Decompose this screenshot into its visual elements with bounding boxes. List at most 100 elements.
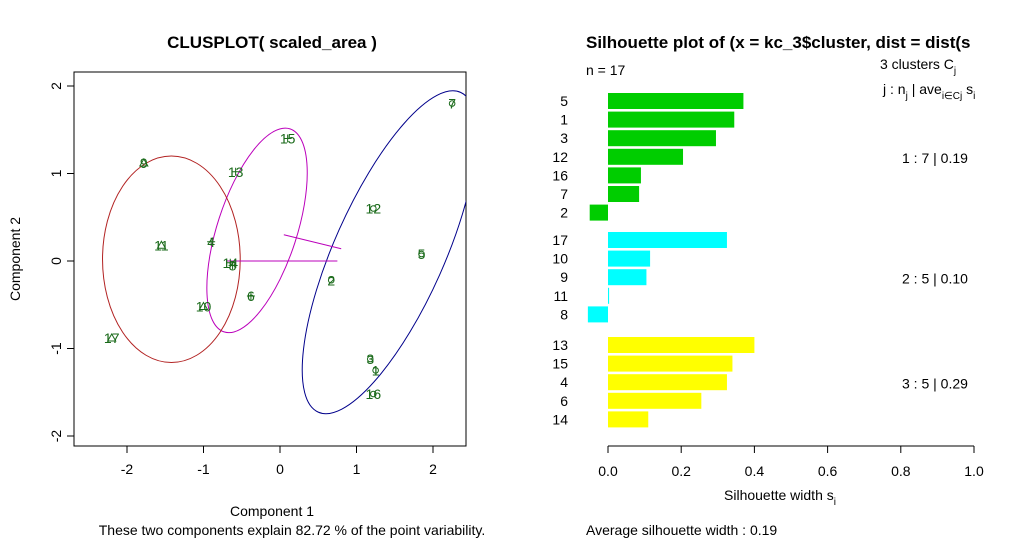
silhouette-row-label-7: 7 [560,186,568,202]
point-marker-5 [418,250,425,258]
point-label-13: 13 [228,164,244,180]
cluster-ellipse-1 [301,90,466,415]
point-label-12: 12 [366,201,382,217]
silhouette-cluster-summary-1: 1 : 7 | 0.19 [902,150,968,166]
point-marker-17 [106,332,117,342]
point-label-14: 14 [222,255,238,271]
clusplot-ytick-label-0: -2 [48,430,64,443]
silhouette-row-label-5: 5 [560,93,568,109]
silhouette-bar-14 [608,411,649,428]
point-label-17: 17 [104,330,120,346]
point-marker-1 [372,367,379,374]
silhouette-row-label-15: 15 [552,356,568,372]
point-marker-4 [207,237,216,246]
silhouette-bar-1 [608,111,735,128]
cluster-ellipse-2 [206,127,308,334]
silhouette-row-label-6: 6 [560,393,568,409]
point-marker-12 [370,205,377,212]
silhouette-row-label-14: 14 [552,411,568,427]
silhouette-title: Silhouette plot of (x = kc_3$cluster, di… [586,33,971,52]
silhouette-bar-9 [608,269,647,286]
clusplot-xtick-label-4: 2 [429,461,437,477]
clusplot-xlabel: Component 1 [230,503,314,519]
silhouette-bar-12 [608,148,684,165]
silhouette-row-label-10: 10 [552,251,568,267]
silhouette-average: Average silhouette width : 0.19 [586,522,777,538]
silhouette-row-label-8: 8 [560,306,568,322]
silhouette-xtick-label-4: 0.8 [891,463,911,479]
clusplot-panel: CLUSPLOT( scaled_area ) 1234567910111213… [7,33,486,538]
silhouette-row-label-1: 1 [560,112,568,128]
silhouette-bar-3 [608,130,716,147]
silhouette-bar-11 [608,287,610,304]
silhouette-bar-17 [608,232,727,248]
silhouette-cluster-summary-3: 3 : 5 | 0.29 [902,376,968,392]
point-marker-13 [231,167,240,176]
cluster-ellipse-3 [102,155,241,363]
point-label-6: 6 [247,288,255,304]
point-marker-11 [156,240,167,249]
cluster-link-2 [283,234,342,250]
silhouette-row-label-12: 12 [552,149,568,165]
silhouette-row-label-13: 13 [552,337,568,353]
clusplot-title: CLUSPLOT( scaled_area ) [167,33,377,52]
silhouette-clusters-count: 3 clusters Cj [880,56,956,77]
silhouette-xtick-label-2: 0.4 [745,463,765,479]
silhouette-row-label-4: 4 [560,374,568,390]
silhouette-xtick-label-3: 0.6 [818,463,838,479]
clusplot-xtick-label-3: 1 [353,461,361,477]
silhouette-bar-5 [608,93,744,109]
silhouette-bar-8 [587,306,608,323]
point-marker-8 [228,261,237,270]
clusplot-xtick-label-1: -1 [197,461,210,477]
silhouette-bar-4 [608,374,727,391]
point-label-3: 3 [366,351,374,367]
silhouette-row-label-9: 9 [560,269,568,285]
silhouette-row-label-3: 3 [560,130,568,146]
silhouette-row-label-16: 16 [552,167,568,183]
clusplot-footnote: These two components explain 82.72 % of … [99,522,486,538]
point-label-16: 16 [366,386,382,402]
silhouette-bar-7 [608,186,640,202]
clusplot-frame [73,71,467,447]
point-marker-3 [366,355,374,363]
clusplot-xtick-label-0: -2 [121,461,134,477]
point-marker-15 [283,134,292,143]
silhouette-xtick-label-1: 0.2 [671,463,691,479]
silhouette-bar-13 [608,337,755,353]
clusplot-ytick-label-3: 1 [48,169,64,177]
point-label-9: 9 [140,155,148,171]
silhouette-bar-6 [608,392,702,409]
clusplot-ylabel: Component 2 [7,217,23,301]
point-marker-6 [246,292,255,300]
clusplot-ytick-label-2: 0 [48,257,64,265]
point-label-2: 2 [327,272,335,288]
silhouette-cluster-summary-2: 2 : 5 | 0.10 [902,271,968,287]
silhouette-row-label-2: 2 [560,205,568,221]
silhouette-n: n = 17 [586,62,626,78]
point-label-1: 1 [372,362,380,378]
silhouette-xtick-label-0: 0.0 [598,463,618,479]
clusplot-ytick-label-1: -1 [48,342,64,355]
point-marker-2 [327,276,335,284]
point-label-8: 8 [229,257,237,273]
silhouette-row-label-17: 17 [552,232,568,248]
point-label-15: 15 [280,131,296,147]
silhouette-bar-15 [608,355,733,372]
point-marker-9 [138,157,149,167]
silhouette-bar-2 [589,204,608,221]
silhouette-row-label-11: 11 [553,288,568,304]
point-label-4: 4 [207,234,215,250]
point-marker-7 [448,100,456,107]
clusplot-ytick-label-4: 2 [48,82,64,90]
point-label-7: 7 [448,96,456,112]
silhouette-bar-10 [608,250,651,267]
clusplot-xtick-label-2: 0 [276,461,284,477]
silhouette-panel: Silhouette plot of (x = kc_3$cluster, di… [552,33,984,538]
point-marker-10 [198,301,209,310]
silhouette-xlabel: Silhouette width si [724,487,836,508]
point-label-11: 11 [154,237,169,253]
point-label-10: 10 [196,299,212,315]
point-marker-16 [370,390,377,398]
